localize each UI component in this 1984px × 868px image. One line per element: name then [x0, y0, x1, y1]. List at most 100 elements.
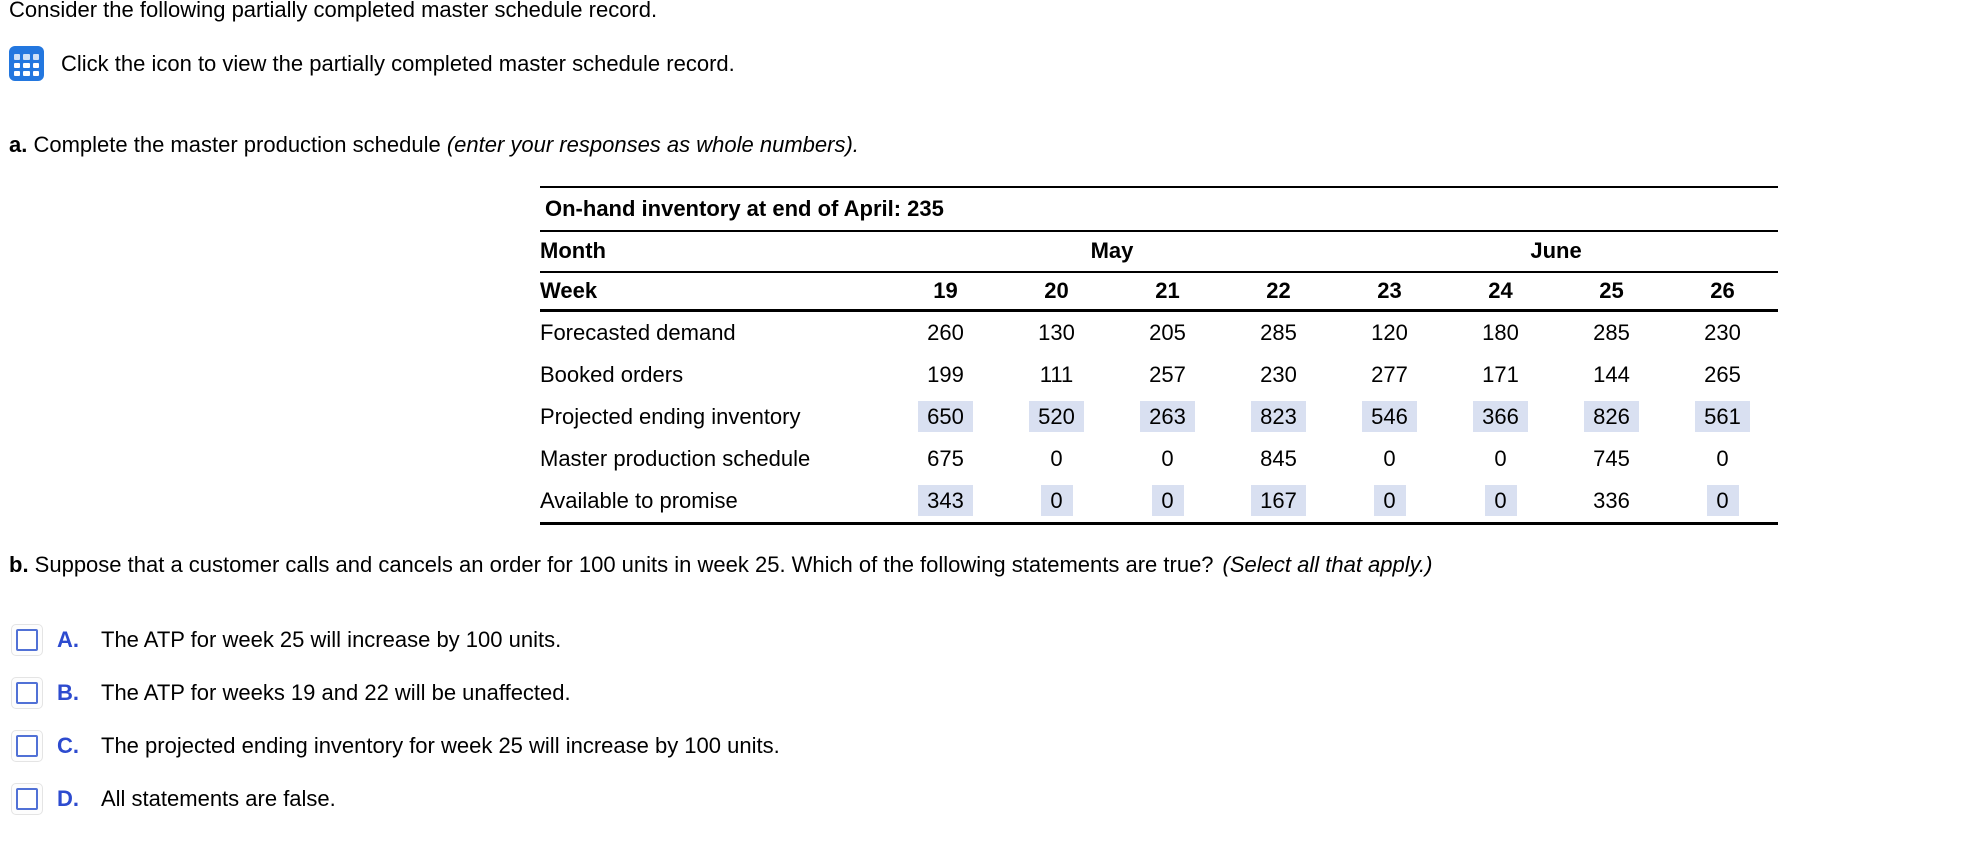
part-a-hint: (enter your responses as whole numbers). [446, 132, 859, 158]
intro-text: Consider the following partially complet… [9, 0, 658, 22]
checkbox-d[interactable] [11, 782, 43, 815]
master-schedule-table: On-hand inventory at end of April: 235 M… [540, 185, 1779, 525]
week-23: 23 [1334, 271, 1445, 312]
option-c: C. The projected ending inventory for we… [9, 729, 1984, 762]
grid-icon-cell [14, 54, 21, 60]
checkbox-b[interactable] [11, 676, 43, 709]
answer-cell[interactable]: 0 [1040, 485, 1073, 517]
schedule-cell: 845 [1260, 446, 1297, 472]
projected-ending-inventory-row: Projected ending inventory 650 520 263 8… [540, 396, 1778, 438]
grid-icon-cell [23, 71, 30, 77]
on-hand-row: On-hand inventory at end of April: 235 [540, 186, 1779, 232]
week-19: 19 [890, 271, 1001, 312]
week-24: 24 [1445, 271, 1556, 312]
checkbox-box-icon [16, 628, 38, 651]
checkbox-box-icon [16, 787, 38, 810]
schedule-cell: 0 [1050, 446, 1063, 472]
row-label: Master production schedule [540, 445, 811, 471]
answer-cell[interactable]: 520 [1029, 401, 1084, 433]
grid-icon-cell [14, 71, 21, 77]
answer-cell[interactable]: 167 [1251, 485, 1306, 517]
row-label: Available to promise [540, 487, 738, 513]
on-hand-inventory-label: On-hand inventory at end of April: 235 [540, 186, 1779, 232]
month-header-label: Month [540, 230, 890, 273]
option-a-text: The ATP for week 25 will increase by 100… [101, 626, 562, 652]
available-to-promise-row: Available to promise 343 0 0 167 0 0 336… [540, 480, 1778, 524]
forecasted-demand-row: Forecasted demand 260 130 205 285 120 18… [540, 310, 1778, 354]
checkbox-a[interactable] [11, 623, 43, 656]
schedule-cell: 0 [1161, 446, 1174, 472]
schedule-cell: 120 [1371, 320, 1408, 346]
answer-cell[interactable]: 366 [1473, 401, 1528, 433]
answer-cell[interactable]: 823 [1251, 401, 1306, 433]
month-may: May [890, 230, 1334, 273]
schedule-cell: 277 [1371, 362, 1408, 388]
schedule-cell: 111 [1039, 362, 1074, 388]
week-header-label: Week [540, 271, 890, 312]
schedule-cell: 285 [1260, 320, 1297, 346]
schedule-cell: 230 [1704, 320, 1741, 346]
checkbox-box-icon [16, 681, 38, 704]
grid-icon-cell [14, 62, 21, 69]
schedule-cell: 0 [1383, 446, 1396, 472]
row-label: Booked orders [540, 361, 684, 387]
answer-options: A. The ATP for week 25 will increase by … [9, 623, 1984, 815]
option-d-letter: D. [57, 785, 79, 811]
schedule-cell: 171 [1482, 362, 1519, 388]
grid-icon-cell [32, 71, 39, 77]
answer-cell[interactable]: 650 [918, 401, 973, 433]
option-a-letter: A. [57, 626, 79, 652]
answer-cell[interactable]: 561 [1695, 401, 1750, 433]
option-d-text: All statements are false. [101, 785, 336, 811]
week-21: 21 [1112, 271, 1223, 312]
part-b-text: Suppose that a customer calls and cancel… [28, 551, 1214, 577]
option-a: A. The ATP for week 25 will increase by … [9, 623, 1984, 656]
schedule-cell: 205 [1149, 320, 1186, 346]
week-22: 22 [1223, 271, 1334, 312]
part-a-label: a. [9, 132, 28, 158]
answer-cell[interactable]: 343 [918, 485, 973, 517]
icon-instruction-text: Click the icon to view the partially com… [61, 50, 735, 76]
answer-cell[interactable]: 546 [1362, 401, 1417, 433]
option-d: D. All statements are false. [9, 782, 1984, 815]
answer-cell[interactable]: 826 [1584, 401, 1639, 433]
schedule-cell: 230 [1260, 362, 1297, 388]
grid-icon-cell [23, 62, 30, 69]
week-26: 26 [1667, 271, 1779, 312]
answer-cell[interactable]: 0 [1706, 485, 1739, 517]
checkbox-box-icon [16, 734, 38, 757]
schedule-cell: 675 [927, 446, 964, 472]
grid-icon-cell [32, 62, 39, 69]
part-a-text: Complete the master production schedule [27, 132, 447, 158]
part-a-prompt: a. Complete the master production schedu… [9, 132, 1984, 158]
grid-icon-cell [23, 54, 30, 60]
option-b: B. The ATP for weeks 19 and 22 will be u… [9, 676, 1984, 709]
option-c-letter: C. [57, 732, 79, 758]
master-production-schedule-row: Master production schedule 675 0 0 845 0… [540, 438, 1778, 480]
part-b-label: b. [9, 551, 29, 577]
answer-cell[interactable]: 0 [1151, 485, 1184, 517]
schedule-cell: 285 [1593, 320, 1630, 346]
table-grid-icon[interactable] [9, 46, 44, 82]
option-b-letter: B. [57, 679, 79, 705]
part-b-prompt: b. Suppose that a customer calls and can… [9, 552, 1984, 578]
schedule-cell: 0 [1716, 446, 1729, 472]
answer-cell[interactable]: 0 [1373, 485, 1406, 517]
schedule-cell: 260 [927, 320, 964, 346]
schedule-cell: 130 [1038, 320, 1075, 346]
schedule-cell: 180 [1482, 320, 1519, 346]
schedule-cell: 0 [1494, 446, 1507, 472]
week-row: Week 19 20 21 22 23 24 25 26 [540, 271, 1779, 312]
schedule-cell: 144 [1593, 362, 1630, 388]
week-25: 25 [1556, 271, 1667, 312]
answer-cell[interactable]: 0 [1484, 485, 1517, 517]
schedule-cell: 199 [927, 362, 964, 388]
answer-cell[interactable]: 263 [1140, 401, 1195, 433]
checkbox-c[interactable] [11, 729, 43, 762]
booked-orders-row: Booked orders 199 111 257 230 277 171 14… [540, 354, 1778, 396]
schedule-cell: 336 [1593, 488, 1630, 514]
question-page: Consider the following partially complet… [9, 0, 1984, 815]
part-b-hint: (Select all that apply.) [1222, 551, 1433, 577]
month-row: Month May June [540, 230, 1779, 273]
schedule-cell: 257 [1149, 362, 1186, 388]
